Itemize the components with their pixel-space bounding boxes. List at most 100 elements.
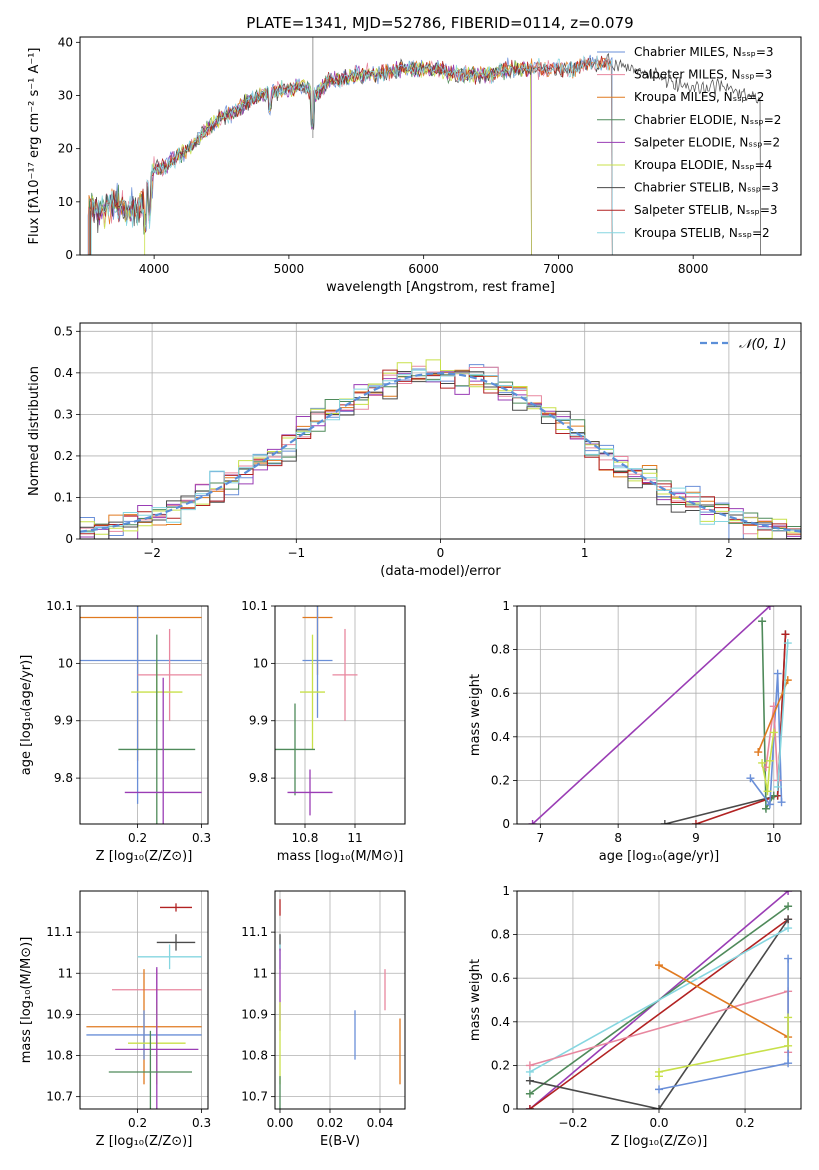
figure-title: PLATE=1341, MJD=52786, FIBERID=0114, z=0… — [246, 14, 633, 32]
panel-age-vs-mass: 10.8 11 9.8 9.9 10 10.1 mass [log₁₀(M/M⊙)] — [241, 599, 406, 864]
panel-mass-weight-vs-age: 7 8 9 10 0 0.2 0.4 0.6 0.8 1 age [log₁₀(age/yr)] ma… — [468, 599, 802, 864]
legend-label: Chabrier MILES, Nₛₛₚ=3 — [634, 45, 774, 59]
errorbar-plot-area — [80, 606, 202, 824]
y-tick-label: 10.9 — [241, 1007, 268, 1021]
panel-mass-vs-ebv: 0.00 0.02 0.04 10.7 10.8 10.9 11 11.1 E(B-V) — [241, 890, 406, 1149]
x-tick-label: −2 — [143, 546, 161, 560]
axes-frame — [516, 890, 802, 1110]
x-tick-label: 2 — [725, 546, 733, 560]
x-tick-label: 4000 — [139, 262, 170, 276]
axes-frame — [79, 890, 209, 1110]
y-tick-label: 0.4 — [491, 730, 510, 744]
axes-frame — [79, 322, 802, 540]
y-tick-label: 0.8 — [491, 643, 510, 657]
y-tick-label: 20 — [58, 142, 73, 156]
mass-weight-line — [761, 732, 775, 792]
spectrum-series-line — [88, 57, 613, 255]
y-tick-label: 9.8 — [54, 771, 73, 785]
x-tick-label: 0.00 — [267, 1116, 294, 1130]
x-tick-label: 8 — [614, 831, 622, 845]
y-tick-label: 0.6 — [491, 971, 510, 985]
mass-weight-plot-area — [528, 606, 792, 824]
mass-weight-line — [776, 643, 789, 787]
legend-label: Salpeter MILES, Nₛₛₚ=3 — [634, 68, 772, 82]
x-axis-label: mass [log₁₀(M/M⊙)] — [277, 849, 404, 864]
x-tick-label: 0.2 — [736, 1116, 755, 1130]
panel-age-vs-Z: 0.2 0.3 9.8 9.9 10 10.1 Z [log₁₀(Z/Z⊙)] age [lo… — [19, 599, 211, 864]
mass-weight-marker — [765, 756, 774, 765]
y-tick-label: 0.5 — [54, 324, 73, 338]
x-axis-label: Z [log₁₀(Z/Z⊙)] — [96, 849, 193, 864]
y-tick-label: 10.7 — [46, 1090, 73, 1104]
x-axis-label: Z [log₁₀(Z/Z⊙)] — [96, 1134, 193, 1149]
mass-weight-marker — [763, 787, 772, 796]
mass-weight-marker — [769, 728, 778, 737]
spectrum-series-line — [88, 55, 613, 255]
y-tick-label: 10.8 — [241, 1049, 268, 1063]
mass-weight-marker — [754, 748, 763, 757]
legend-label: 𝒩(0, 1) — [739, 337, 786, 352]
axes-frame — [79, 36, 802, 256]
mass-weight-line — [529, 918, 789, 1109]
y-tick-label: 0.4 — [491, 1015, 510, 1029]
legend-label: Kroupa ELODIE, Nₛₛₚ=4 — [634, 158, 772, 172]
y-tick-label: 9.9 — [249, 714, 268, 728]
y-axis-label: mass weight — [468, 959, 483, 1041]
mass-weight-marker — [765, 606, 774, 610]
mass-weight-marker — [758, 617, 767, 626]
y-tick-label: 9.9 — [54, 714, 73, 728]
y-tick-label: 0.2 — [491, 773, 510, 787]
mass-weight-line — [532, 606, 771, 824]
errorbar-plot-area — [86, 903, 202, 1109]
y-tick-label: 10 — [58, 195, 73, 209]
histogram-plot-area — [80, 359, 801, 539]
y-axis-label: age [log₁₀(age/yr)] — [19, 655, 34, 776]
x-tick-label: 9 — [692, 831, 700, 845]
axes-frame — [274, 890, 406, 1110]
panel-mass-weight-vs-Z: −0.2 0.0 0.2 0 0.2 0.4 0.6 0.8 1 Z [log₁₀(Z/Z⊙)] m… — [468, 884, 802, 1149]
y-axis-label: Flux [fλ10⁻¹⁷ erg cm⁻² s⁻¹ A⁻¹] — [27, 48, 42, 245]
panel-mass-vs-Z: 0.2 0.3 10.7 10.8 10.9 11 11.1 Z [log₁₀(Z/Z⊙)] m… — [19, 890, 211, 1149]
spectrum-series-line — [90, 55, 613, 255]
panel-residual-histogram: −2 −1 0 1 2 0 0.1 0.2 0.3 0.4 0.5 (data-model)/erro… — [27, 322, 802, 579]
y-tick-label: 10.8 — [46, 1049, 73, 1063]
x-tick-label: 10.8 — [292, 831, 319, 845]
y-tick-label: 10.9 — [46, 1007, 73, 1021]
y-tick-label: 0 — [502, 817, 510, 831]
x-tick-label: 0.0 — [649, 1116, 668, 1130]
y-tick-label: 1 — [502, 884, 510, 898]
mass-weight-marker — [784, 1059, 793, 1068]
mass-weight-marker — [784, 924, 793, 933]
x-tick-label: 0.04 — [367, 1116, 394, 1130]
y-tick-label: 10.1 — [241, 599, 268, 613]
x-tick-label: 0.02 — [317, 1116, 344, 1130]
y-tick-label: 1 — [502, 599, 510, 613]
x-tick-label: 8000 — [678, 262, 709, 276]
y-tick-label: 40 — [58, 35, 73, 49]
x-tick-label: 1 — [581, 546, 589, 560]
y-tick-label: 10.1 — [46, 599, 73, 613]
spectrum-plot-area — [87, 37, 761, 255]
x-axis-label: wavelength [Angstrom, rest frame] — [326, 280, 555, 295]
legend-label: Chabrier STELIB, Nₛₛₚ=3 — [634, 181, 779, 195]
legend-label: Salpeter ELODIE, Nₛₛₚ=2 — [634, 135, 780, 149]
y-tick-label: 11.1 — [46, 925, 73, 939]
y-tick-label: 10.7 — [241, 1090, 268, 1104]
mass-weight-marker — [660, 820, 669, 824]
mass-weight-marker — [765, 800, 774, 809]
mass-weight-plot-area — [525, 891, 793, 1109]
y-tick-label: 11 — [253, 966, 268, 980]
x-axis-label: Z [log₁₀(Z/Z⊙)] — [611, 1134, 708, 1149]
mass-weight-line — [529, 918, 789, 1109]
legend-label: Salpeter STELIB, Nₛₛₚ=3 — [634, 203, 778, 217]
x-tick-label: 5000 — [274, 262, 305, 276]
histogram-step-line — [80, 369, 801, 536]
x-tick-label: 0.2 — [128, 1116, 147, 1130]
legend-label: Chabrier ELODIE, Nₛₛₚ=2 — [634, 113, 781, 127]
y-tick-label: 0.1 — [54, 490, 73, 504]
x-axis-label: (data-model)/error — [380, 564, 501, 579]
mass-weight-marker — [784, 1041, 793, 1050]
y-tick-label: 0.8 — [491, 928, 510, 942]
mass-weight-line — [749, 673, 783, 807]
